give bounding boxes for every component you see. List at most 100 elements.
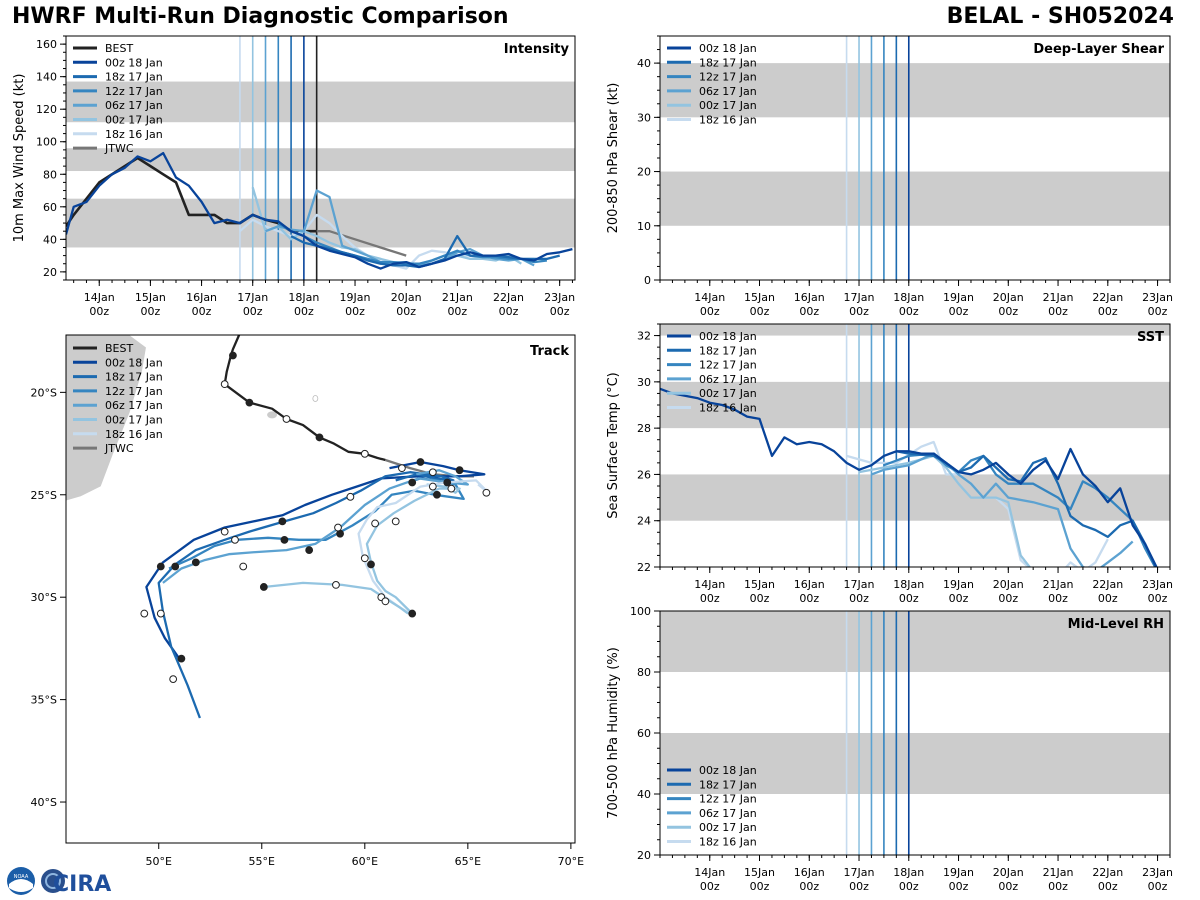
panel-title: Mid-Level RH [1068,617,1164,632]
track-position-marker [245,398,254,407]
track-line [223,335,386,462]
legend-label: 06z 17 Jan [699,373,757,386]
legend-label: BEST [105,342,133,355]
track-position-marker [156,609,165,618]
y-tick-label: 80 [43,168,57,181]
track-position-marker [191,558,200,567]
track-position-marker [428,468,437,477]
x-tick-label: 16Jan 00z [794,578,825,605]
legend-label: 18z 16 Jan [699,836,757,849]
y-tick-label: 160 [36,38,57,51]
legend-label: 18z 16 Jan [105,128,163,141]
legend-label: BEST [105,42,133,55]
x-tick-label: 22Jan 00z [1092,291,1123,318]
track-position-marker [220,380,229,389]
legend-label: 12z 17 Jan [699,793,757,806]
lat-tick-label: 25°S [31,489,57,502]
x-tick-label: 21Jan 00z [1043,578,1074,605]
x-tick-label: 15Jan 00z [744,866,775,893]
legend-label: 18z 16 Jan [699,402,757,415]
x-tick-label: 15Jan 00z [744,578,775,605]
y-tick-label: 100 [36,136,57,149]
track-line [157,471,455,719]
track-position-marker [433,490,441,499]
rh-plot-area [660,611,1170,855]
x-tick-label: 15Jan 00z [744,291,775,318]
lat-tick-label: 40°S [31,796,57,809]
track-position-marker [280,535,289,544]
legend-label: 00z 18 Jan [105,356,163,369]
track-position-marker [305,546,314,554]
track-position-marker [408,609,417,618]
shaded-band [660,733,1170,794]
shaded-band [660,324,1170,336]
track-position-marker [360,449,369,458]
x-tick-label: 18Jan 00z [893,866,924,893]
y-tick-label: 80 [637,666,651,679]
x-tick-label: 18Jan 00z [893,578,924,605]
track-position-marker [231,535,239,544]
track-position-marker [239,562,248,571]
x-tick-label: 21Jan 00z [1043,291,1074,318]
y-axis-label: 10m Max Wind Speed (kt) [12,74,27,243]
x-tick-label: 14Jan 00z [694,578,725,605]
track-position-marker [332,581,340,589]
track-position-marker [220,527,229,536]
track-position-marker [171,562,180,571]
legend-label: 00z 17 Jan [105,414,163,427]
track-line [168,477,465,570]
legend-label: 12z 17 Jan [105,385,163,398]
legend-label: 06z 17 Jan [105,99,163,112]
shaded-band [66,198,575,248]
track-position-marker [346,492,355,501]
track-position-marker [397,464,406,473]
track-position-marker [381,597,390,606]
track-line [145,460,486,660]
shaded-band [660,381,1170,429]
y-tick-label: 28 [637,422,651,435]
y-tick-label: 26 [637,468,651,481]
track-position-marker [334,523,342,532]
legend-label: 18z 16 Jan [699,114,757,127]
track-position-marker [140,609,149,618]
x-tick-label: 19Jan 00z [943,291,974,318]
y-tick-label: 30 [637,111,651,124]
page-title: HWRF Multi-Run Diagnostic Comparison [12,4,509,29]
legend-label: 12z 17 Jan [699,71,757,84]
noaa-label: NOAA [14,874,29,880]
shaded-band [66,148,575,172]
legend-label: JTWC [104,442,134,455]
y-tick-label: 40 [637,788,651,801]
x-tick-label: 19Jan 00z [943,866,974,893]
track-position-marker [278,517,287,526]
y-tick-label: 20 [43,266,57,279]
y-tick-label: 32 [637,330,651,343]
y-tick-label: 20 [637,166,651,179]
x-tick-label: 19Jan 00z [340,291,371,318]
track-position-marker [229,351,237,360]
x-tick-label: 20Jan 00z [993,578,1024,605]
y-tick-label: 120 [36,103,57,116]
legend-label: JTWC [104,142,134,155]
lon-tick-label: 55°E [249,855,275,868]
x-tick-label: 14Jan 00z [694,291,725,318]
shaded-band [660,474,1170,521]
shaded-band [660,611,1170,672]
series-line [251,186,522,267]
y-tick-label: 40 [43,233,57,246]
x-tick-label: 21Jan 00z [442,291,473,318]
x-tick-label: 17Jan 00z [844,291,875,318]
track-position-marker [428,482,437,491]
x-tick-label: 21Jan 00z [1043,866,1074,893]
reunion-island [267,411,278,419]
lat-tick-label: 35°S [31,694,57,707]
axes-frame [659,323,1171,568]
legend-label: 00z 17 Jan [105,114,163,127]
track-position-marker [443,478,452,487]
legend-label: 00z 17 Jan [699,821,757,834]
legend-label: 18z 17 Jan [699,56,757,69]
panel-title: Track [530,344,569,359]
track-position-marker [156,562,165,571]
lon-tick-label: 60°E [352,855,378,868]
